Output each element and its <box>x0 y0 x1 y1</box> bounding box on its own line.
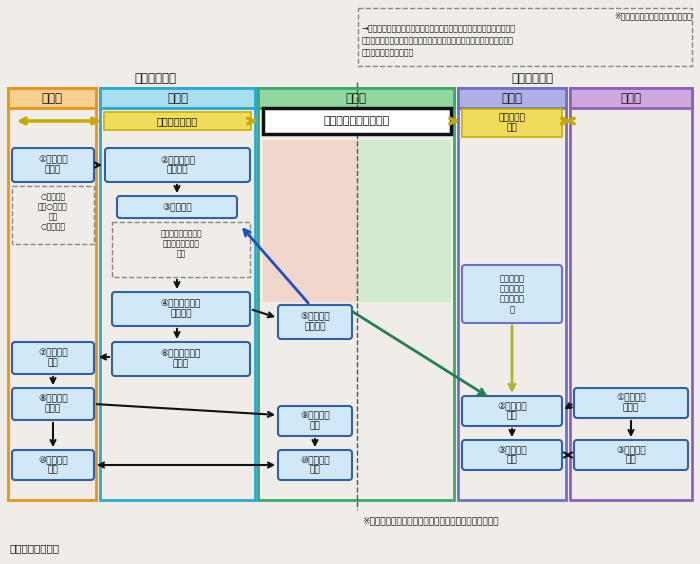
Bar <box>100 88 255 500</box>
FancyBboxPatch shape <box>462 440 562 470</box>
Text: 利用者: 利用者 <box>41 91 62 104</box>
Bar <box>358 8 692 66</box>
FancyBboxPatch shape <box>12 450 94 480</box>
Bar <box>458 88 566 108</box>
Text: ①優先利用
申込み: ①優先利用 申込み <box>38 155 68 175</box>
Bar <box>8 88 96 500</box>
Text: 出典：内閣府資料: 出典：内閣府資料 <box>10 543 60 553</box>
FancyBboxPatch shape <box>105 148 250 182</box>
Bar <box>570 88 692 500</box>
Bar <box>258 88 454 108</box>
Bar <box>458 88 566 500</box>
FancyBboxPatch shape <box>574 440 688 470</box>
Text: ○利用希望: ○利用希望 <box>41 192 66 201</box>
Text: ⑤利用希望
者の確認: ⑤利用希望 者の確認 <box>300 312 330 332</box>
Text: 個別の契約
に当たって
の相談・援
助: 個別の契約 に当たって の相談・援 助 <box>500 274 524 314</box>
Text: ※保育の必要性の認定を受けた場合: ※保育の必要性の認定を受けた場合 <box>614 11 692 20</box>
FancyBboxPatch shape <box>112 292 250 326</box>
Text: 調整: 調整 <box>176 249 186 258</box>
Bar <box>112 222 250 277</box>
FancyBboxPatch shape <box>462 396 562 426</box>
Text: で）: で） <box>48 213 57 222</box>
FancyBboxPatch shape <box>112 342 250 376</box>
Bar <box>263 108 451 134</box>
FancyBboxPatch shape <box>12 148 94 182</box>
Text: ・優先度合いに応じ: ・優先度合いに応じ <box>160 230 202 239</box>
Bar <box>258 88 454 500</box>
Bar <box>104 112 251 130</box>
Text: ②優先利用申
込み受付: ②優先利用申 込み受付 <box>160 155 195 175</box>
Text: 事前の情報提供・開示: 事前の情報提供・開示 <box>324 116 390 126</box>
FancyBboxPatch shape <box>462 265 562 323</box>
Text: ④利用希望者の
情報提供: ④利用希望者の 情報提供 <box>161 299 201 319</box>
Bar <box>263 140 357 302</box>
Text: ○必要書類: ○必要書類 <box>41 223 66 231</box>
Text: ③利用調整: ③利用調整 <box>162 202 192 212</box>
Text: 利用と同様に調整。: 利用と同様に調整。 <box>362 48 414 57</box>
Bar <box>12 186 94 244</box>
Text: 事業者: 事業者 <box>346 91 367 104</box>
Text: ②利用契約
受付: ②利用契約 受付 <box>497 402 527 421</box>
FancyBboxPatch shape <box>117 196 237 218</box>
Text: ⑩利用契約
締結: ⑩利用契約 締結 <box>300 455 330 475</box>
Bar <box>357 140 451 302</box>
FancyBboxPatch shape <box>278 406 352 436</box>
Text: 利用者: 利用者 <box>620 91 641 104</box>
Text: 市町村: 市町村 <box>167 91 188 104</box>
FancyBboxPatch shape <box>278 450 352 480</box>
FancyBboxPatch shape <box>12 388 94 420</box>
Text: （第○希望ま: （第○希望ま <box>38 202 68 212</box>
Text: ⑨利用契約
受付: ⑨利用契約 受付 <box>300 411 330 431</box>
Text: ③利用契約
締結: ③利用契約 締結 <box>616 446 646 465</box>
Bar <box>100 88 255 108</box>
Text: 【優先利用】: 【優先利用】 <box>134 72 176 85</box>
Text: 【通常利用】: 【通常利用】 <box>511 72 553 85</box>
Text: ⑥利用調整結果
の通知: ⑥利用調整結果 の通知 <box>161 349 201 369</box>
FancyBboxPatch shape <box>278 305 352 339</box>
Bar <box>8 88 96 108</box>
Text: 事前の情報提供: 事前の情報提供 <box>156 116 197 126</box>
Text: 事前の情報
提供: 事前の情報 提供 <box>498 113 526 133</box>
Text: ③利用契約
締結: ③利用契約 締結 <box>497 446 527 465</box>
Text: ⑩利用契約
締結: ⑩利用契約 締結 <box>38 455 68 475</box>
FancyBboxPatch shape <box>12 342 94 374</box>
Text: ⑦利用調整
結果: ⑦利用調整 結果 <box>38 349 68 368</box>
Text: ①利用契約
申込み: ①利用契約 申込み <box>616 393 646 413</box>
Bar <box>462 109 562 137</box>
Text: ⑧利用契約
申込み: ⑧利用契約 申込み <box>38 394 68 414</box>
Text: 接申込み（必要に応じて市町村が利用調整）、第２希望以降は優先: 接申込み（必要に応じて市町村が利用調整）、第２希望以降は優先 <box>362 36 514 45</box>
FancyBboxPatch shape <box>574 388 688 418</box>
Bar <box>570 88 692 108</box>
Text: て、市町村で利用: て、市町村で利用 <box>162 240 199 249</box>
Text: ※第２希望以降については、優先利用と同様の仕組み。: ※第２希望以降については、優先利用と同様の仕組み。 <box>362 516 498 525</box>
Text: 市町村: 市町村 <box>501 91 522 104</box>
Text: →　優先利用については市町村が調整、それ以外は利用者が事業者に直: → 優先利用については市町村が調整、それ以外は利用者が事業者に直 <box>362 24 516 33</box>
